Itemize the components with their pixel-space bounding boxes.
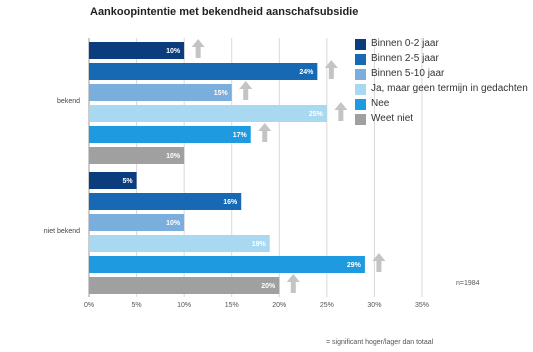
data-label: 10% <box>166 153 181 160</box>
legend-item: Binnen 5-10 jaar <box>355 68 530 80</box>
bar <box>89 235 270 252</box>
data-label: 25% <box>309 111 324 118</box>
bar <box>89 277 280 294</box>
legend-swatch <box>355 99 366 110</box>
significance-arrow-icon <box>372 253 386 272</box>
data-label: 29% <box>347 262 362 269</box>
significance-footnote: = significant hoger/lager dan totaal <box>326 339 434 346</box>
bar <box>89 63 318 80</box>
significance-arrow-icon <box>334 102 348 121</box>
legend-swatch <box>355 114 366 125</box>
legend-label: Ja, maar geen termijn in gedachten <box>371 83 528 94</box>
legend-label: Binnen 0-2 jaar <box>371 38 439 49</box>
legend-swatch <box>355 84 366 95</box>
x-tick-label: 30% <box>367 302 381 309</box>
x-tick-label: 0% <box>84 302 94 309</box>
x-tick-label: 25% <box>320 302 334 309</box>
category-label: bekend <box>57 98 80 105</box>
x-tick-label: 20% <box>272 302 286 309</box>
bar <box>89 172 137 189</box>
category-label: niet bekend <box>44 228 80 235</box>
data-label: 5% <box>122 178 133 185</box>
data-label: 15% <box>214 90 229 97</box>
bar <box>89 105 327 122</box>
legend-item: Nee <box>355 98 530 110</box>
legend-swatch <box>355 39 366 50</box>
data-label: 16% <box>223 199 238 206</box>
legend-item: Binnen 0-2 jaar <box>355 38 530 50</box>
significance-arrow-icon <box>324 60 338 79</box>
data-label: 20% <box>261 283 276 290</box>
data-label: 17% <box>233 132 248 139</box>
bar <box>89 84 232 101</box>
x-tick-label: 35% <box>415 302 429 309</box>
legend-label: Binnen 5-10 jaar <box>371 68 445 79</box>
significance-arrow-icon <box>286 274 300 293</box>
legend-swatch <box>355 69 366 80</box>
x-tick-label: 5% <box>132 302 142 309</box>
significance-arrow-icon <box>258 123 272 142</box>
bar <box>89 126 251 143</box>
data-label: 19% <box>252 241 267 248</box>
bar <box>89 147 185 164</box>
legend-label: Binnen 2-5 jaar <box>371 53 439 64</box>
sample-size-note: n=1984 <box>456 280 480 287</box>
chart-legend: Binnen 0-2 jaar Binnen 2-5 jaar Binnen 5… <box>355 38 530 128</box>
data-label: 24% <box>299 69 314 76</box>
x-tick-label: 15% <box>225 302 239 309</box>
legend-label: Nee <box>371 98 390 109</box>
bar <box>89 42 185 59</box>
significance-arrow-icon <box>191 39 205 58</box>
data-label: 10% <box>166 48 181 55</box>
significance-arrow-icon <box>239 81 253 100</box>
legend-item: Ja, maar geen termijn in gedachten <box>355 83 530 95</box>
bar <box>89 193 242 210</box>
legend-item: Binnen 2-5 jaar <box>355 53 530 65</box>
legend-item: Weet niet <box>355 113 530 125</box>
bar <box>89 214 185 231</box>
legend-label: Weet niet <box>371 113 414 124</box>
data-label: 10% <box>166 220 181 227</box>
bar <box>89 256 365 273</box>
legend-swatch <box>355 54 366 65</box>
chart-title: Aankoopintentie met bekendheid aanschafs… <box>90 6 359 18</box>
x-tick-label: 10% <box>177 302 191 309</box>
